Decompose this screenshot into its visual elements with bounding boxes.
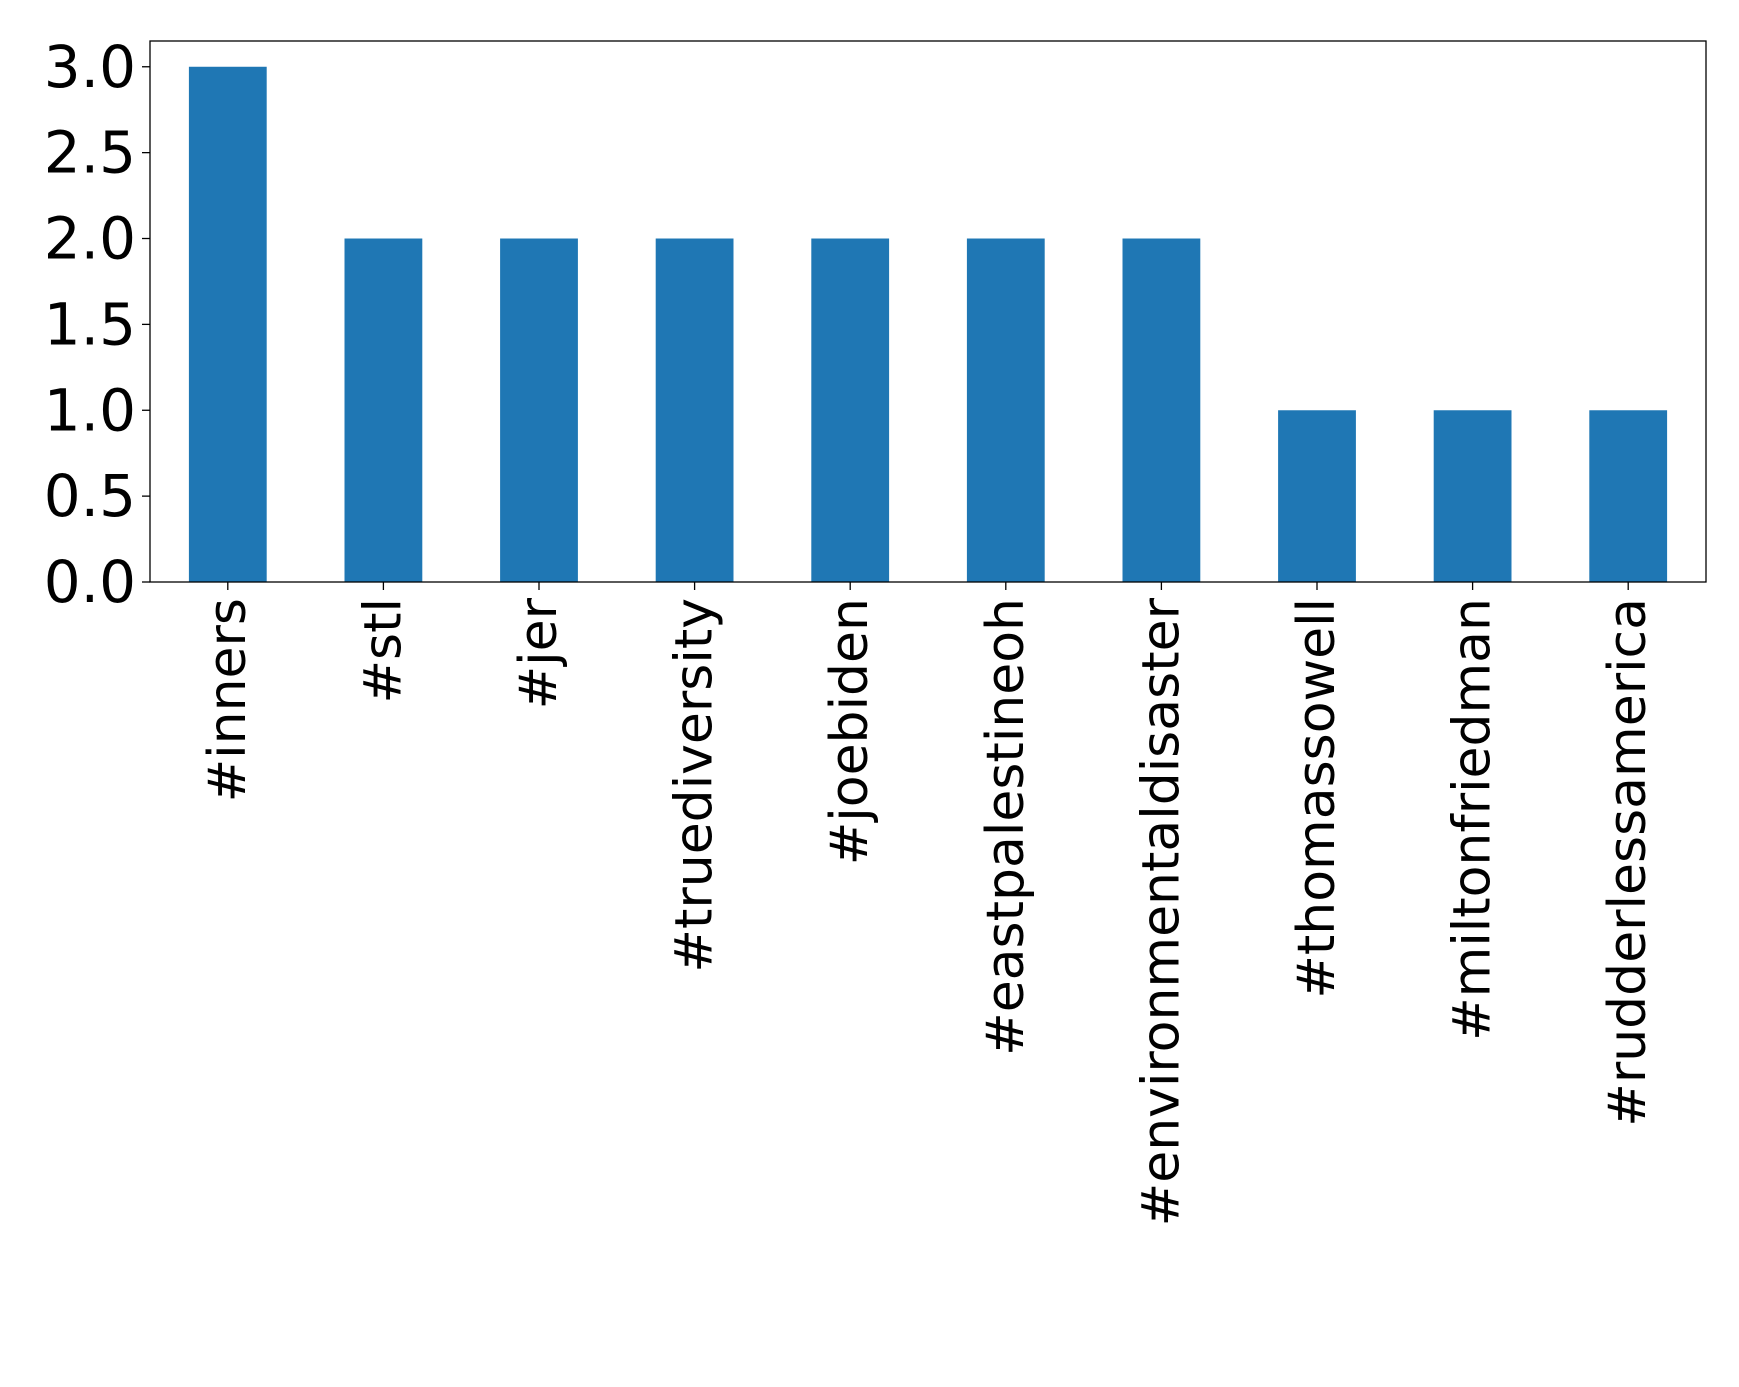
bar-thomassowell	[1278, 410, 1356, 582]
x-tick-label: #environmentaldisaster	[1131, 597, 1191, 1226]
x-tick-label: #eastpalestineoh	[976, 598, 1036, 1056]
y-tick-label: 2.5	[44, 119, 136, 187]
x-tick-label: #stl	[353, 598, 413, 704]
bar-rudderlessamerica	[1589, 410, 1668, 582]
bar-environmentaldisaster	[1122, 238, 1201, 582]
x-tick-label: #jer	[509, 597, 569, 709]
plot-frame	[149, 40, 1707, 583]
x-tick-label: #miltonfriedman	[1443, 598, 1503, 1041]
bars-group	[188, 66, 1668, 582]
x-tick-label: #joebiden	[820, 598, 880, 865]
y-tick-label: 1.5	[44, 290, 136, 358]
y-tick-label: 0.0	[44, 548, 136, 616]
bar-jer	[500, 238, 578, 582]
bar-miltonfriedman	[1433, 410, 1512, 582]
x-tick-label: #thomassowell	[1287, 598, 1347, 999]
bar-inners	[188, 66, 267, 582]
x-tick-label: #rudderlessamerica	[1598, 598, 1658, 1127]
x-tick-label: #truediversity	[665, 598, 725, 973]
y-tick-label: 1.0	[44, 376, 136, 444]
bar-stl	[344, 238, 423, 582]
bar-eastpalestineoh	[966, 238, 1045, 582]
y-tick-label: 0.5	[44, 462, 136, 530]
bar-truediversity	[655, 238, 734, 582]
bar-joebiden	[811, 238, 890, 582]
y-tick-label: 3.0	[44, 33, 136, 101]
x-tick-label: #inners	[198, 598, 258, 802]
x-axis: #inners #stl #jer #truediversity #joebiden #e…	[198, 582, 1658, 1226]
y-axis: 0.0 0.5 1.0 1.5 2.0 2.5 3.0	[44, 33, 150, 616]
y-tick-label: 2.0	[44, 205, 136, 273]
